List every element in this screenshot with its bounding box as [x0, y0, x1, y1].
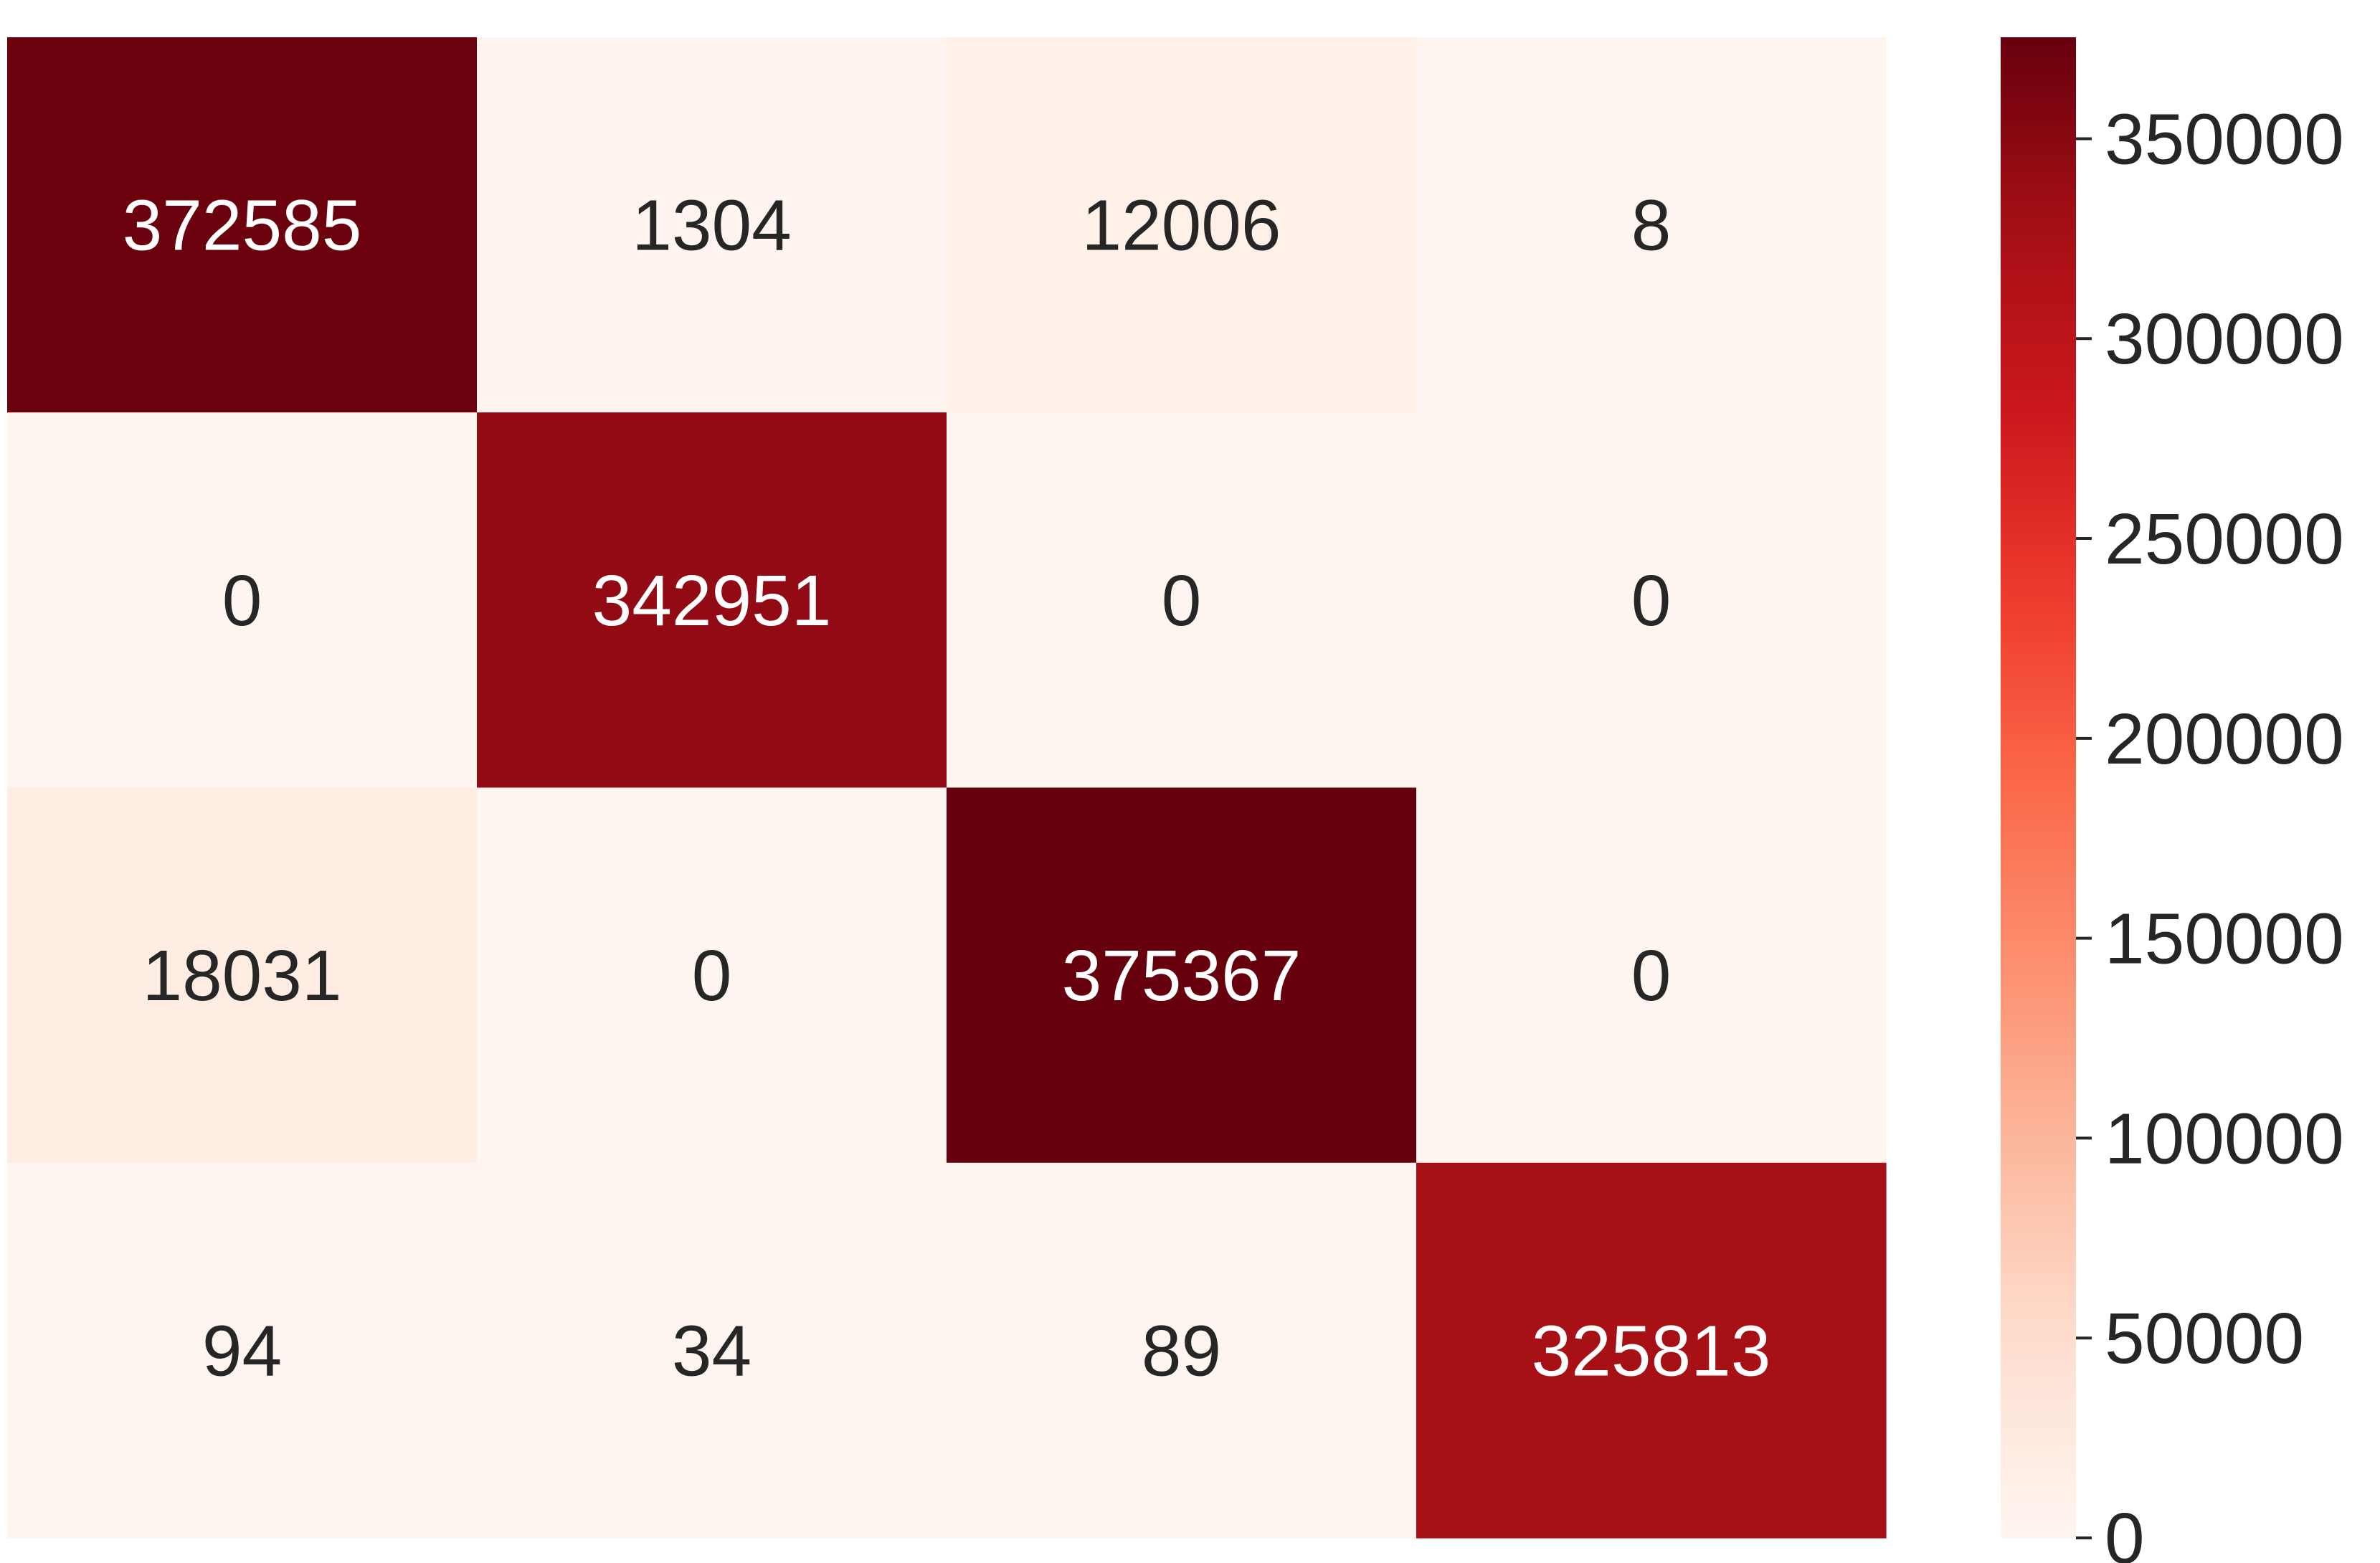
- heatmap-cell-label-r3-c3: 325813: [1532, 1311, 1771, 1391]
- heatmap-cell-label-r3-c1: 34: [672, 1311, 752, 1391]
- heatmap-cell-r2-c2: [947, 787, 1417, 1164]
- heatmap-cell-label-r2-c3: 0: [1631, 936, 1672, 1016]
- heatmap-cell-r3-c2: [947, 1162, 1417, 1539]
- colorbar-tick-label-4: 200000: [2105, 699, 2344, 779]
- heatmap-cell-label-r3-c2: 89: [1142, 1311, 1221, 1391]
- colorbar-tick-label-7: 350000: [2105, 99, 2344, 179]
- heatmap-cell-r0-c1: [477, 37, 947, 413]
- heatmap-cell-label-r0-c2: 12006: [1081, 186, 1281, 266]
- colorbar-tick-label-3: 150000: [2105, 899, 2344, 979]
- heatmap-cell-r3-c0: [7, 1162, 478, 1539]
- heatmap-cell-label-r2-c2: 375367: [1062, 936, 1302, 1016]
- heatmap-cell-r2-c1: [477, 787, 947, 1164]
- colorbar-tick-label-1: 50000: [2105, 1298, 2304, 1379]
- heatmap-cell-r1-c2: [947, 412, 1417, 789]
- heatmap-cell-label-r1-c1: 342951: [592, 561, 832, 641]
- heatmap-cell-label-r0-c1: 1304: [632, 186, 791, 266]
- heatmap-cell-r2-c0: [7, 787, 478, 1164]
- colorbar: 0 50000 100000 150000 200000 250000 300000 3500…: [2001, 37, 2344, 1563]
- heatmap-cell-r0-c0: [7, 37, 478, 413]
- heatmap-cell-r1-c1: [477, 412, 947, 789]
- heatmap-cell-r0-c2: [947, 37, 1417, 413]
- colorbar-tick-label-2: 100000: [2105, 1098, 2344, 1179]
- heatmap-cell-label-r2-c0: 18031: [142, 936, 341, 1016]
- heatmap-cell-labels: 372585 1304 12006 8 0 342951 0 0 18031 0 375367 0 94…: [123, 186, 1771, 1392]
- heatmap-cell-r0-c3: [1416, 37, 1887, 413]
- heatmap-cell-r3-c1: [477, 1162, 947, 1539]
- heatmap-cell-label-r2-c1: 0: [692, 936, 732, 1016]
- heatmap-cell-r1-c0: [7, 412, 478, 789]
- heatmap-cell-label-r0-c0: 372585: [123, 186, 362, 266]
- colorbar-tick-label-5: 250000: [2105, 499, 2344, 579]
- heatmap-cell-r2-c3: [1416, 787, 1887, 1164]
- heatmap-cell-r1-c3: [1416, 412, 1887, 789]
- heatmap-cell-label-r1-c2: 0: [1162, 561, 1202, 641]
- heatmap-cell-r3-c3: [1416, 1162, 1887, 1539]
- heatmap-cells: [7, 37, 1887, 1539]
- colorbar-tick-label-0: 0: [2105, 1498, 2145, 1563]
- heatmap-cell-label-r1-c3: 0: [1631, 561, 1672, 641]
- heatmap-cell-label-r1-c0: 0: [222, 561, 262, 641]
- colorbar-tick-label-6: 300000: [2105, 299, 2344, 379]
- heatmap-cell-label-r0-c3: 8: [1631, 186, 1672, 266]
- colorbar-gradient-bar: [2001, 37, 2076, 1538]
- heatmap-cell-label-r3-c0: 94: [202, 1311, 282, 1391]
